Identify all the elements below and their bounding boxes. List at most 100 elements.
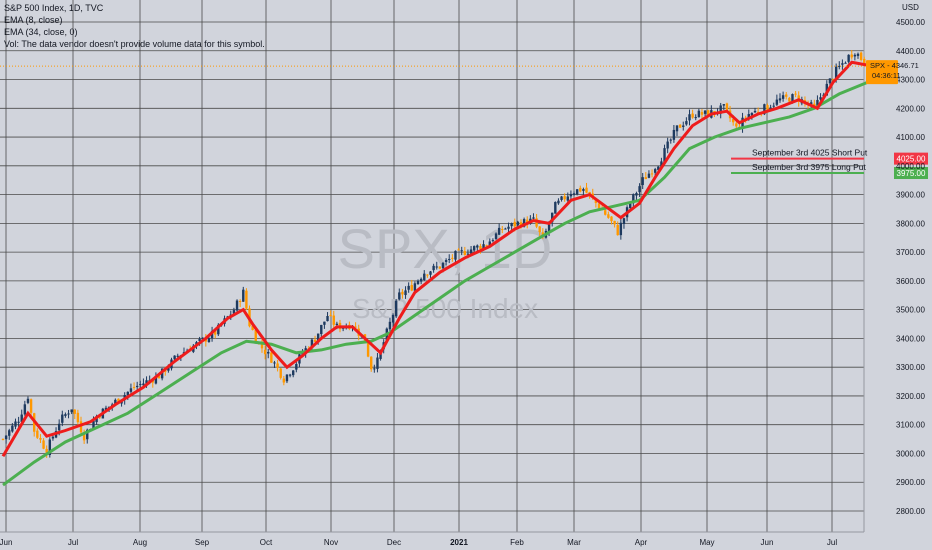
candle-body (11, 425, 14, 432)
candle-body (42, 440, 45, 449)
candle-body (831, 79, 835, 81)
candle-body (444, 260, 448, 262)
candle-body (504, 228, 507, 230)
candle-body (14, 421, 17, 427)
candle-body (391, 314, 395, 323)
candle-body (678, 124, 682, 128)
candle-body (613, 220, 616, 225)
candle-body (825, 83, 828, 96)
candle-body (460, 250, 463, 252)
candle-body (641, 177, 644, 186)
y-tick-label: 4000.00 (896, 162, 925, 171)
candle-body (254, 330, 257, 342)
candle-body (126, 391, 130, 396)
candle-body (139, 384, 142, 386)
candle-body (326, 316, 329, 322)
candle-body (48, 439, 52, 456)
candle-body (856, 53, 860, 56)
candle-body (785, 94, 788, 97)
level-tag-label: 4025.00 (897, 155, 926, 164)
candle-body (388, 321, 392, 330)
candle-body (263, 349, 267, 355)
candle-body (750, 113, 754, 116)
candle-body (313, 339, 317, 342)
x-tick-label: 2021 (450, 538, 468, 547)
candle-body (413, 283, 417, 291)
candle-body (416, 280, 420, 285)
candle-body (242, 289, 245, 302)
candle-body (703, 110, 707, 114)
candle-body (685, 121, 688, 125)
candle-body (82, 433, 86, 441)
x-tick-label: Jul (827, 538, 837, 547)
candle-body (791, 94, 794, 103)
candle-body (316, 333, 320, 343)
candle-body (454, 250, 457, 260)
candle-body (310, 339, 314, 349)
y-tick-label: 3900.00 (896, 191, 925, 200)
candle-body (863, 58, 866, 66)
candle-body (114, 399, 117, 405)
candle-body (834, 66, 838, 79)
candle-body (201, 337, 204, 340)
candle-body (781, 95, 785, 99)
candle-body (494, 233, 498, 240)
legend-ema34[interactable]: EMA (34, close, 0) (4, 27, 78, 37)
candle-body (1, 438, 5, 440)
candle-body (513, 221, 516, 227)
candle-body (841, 63, 844, 65)
candle-body (632, 194, 635, 204)
candle-body (816, 99, 819, 106)
candle-body (485, 245, 488, 247)
candle-body (657, 166, 660, 170)
candle-body (550, 212, 554, 223)
level-tag-box (894, 152, 928, 165)
candle-body (64, 414, 67, 416)
y-axis-unit: USD (902, 3, 919, 12)
candle-body (572, 193, 576, 195)
candle-body (666, 141, 669, 149)
candle-body (335, 323, 339, 326)
candle-body (267, 351, 270, 354)
candle-body (622, 218, 626, 224)
candle-body (466, 253, 470, 255)
candle-body (753, 110, 757, 113)
candle-body (538, 226, 541, 233)
x-tick-label: Jun (761, 538, 774, 547)
legend-ema8[interactable]: EMA (8, close) (4, 15, 63, 25)
candle-body (51, 436, 55, 439)
candle-body (232, 310, 236, 314)
ema34-line (2, 81, 868, 487)
candle-body (251, 325, 254, 330)
candle-body (432, 265, 435, 271)
candle-body (370, 356, 373, 370)
candle-body (597, 203, 601, 210)
candle-body (672, 129, 676, 140)
candle-body (616, 225, 619, 236)
candle-body (419, 278, 423, 282)
candle-body (295, 364, 298, 370)
candle-body (235, 300, 239, 311)
x-tick-label: Jun (0, 538, 12, 547)
candle-body (423, 273, 426, 281)
time-axis[interactable]: Jun Jul Aug Sep Oct Nov Dec 2021 Feb Mar Apr May Jun… (0, 538, 837, 547)
candle-body (859, 52, 863, 60)
x-tick-label: Aug (133, 538, 147, 547)
candle-body (522, 219, 526, 227)
candle-body (376, 357, 379, 369)
price-axis[interactable]: 2800.00 2900.00 3000.00 3100.00 3200.00 3300.… (896, 3, 925, 516)
candle-body (501, 229, 504, 231)
legend-symbol[interactable]: S&P 500 Index, 1D, TVC (4, 3, 104, 13)
candle-body (135, 385, 139, 388)
legend-volume[interactable]: Vol: The data vendor doesn't provide vol… (4, 39, 265, 49)
last-price-tag-box (866, 60, 898, 85)
y-tick-label: 4100.00 (896, 133, 925, 142)
candle-body (519, 222, 523, 227)
candle-body (569, 193, 573, 197)
y-tick-label: 3100.00 (896, 421, 925, 430)
candle-body (813, 103, 816, 106)
candle-body (26, 398, 30, 403)
last-price-tag: SPX - 4346.71 04:36:11 (866, 60, 919, 85)
